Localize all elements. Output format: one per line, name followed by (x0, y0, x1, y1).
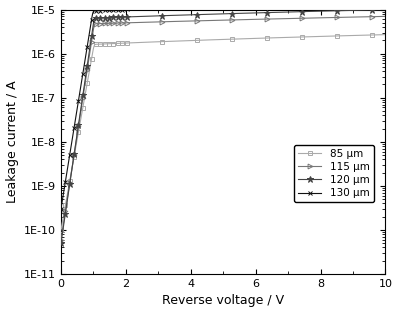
85 μm (296, 35, 300, 39)
120 μm (60, 230, 65, 234)
120 μm (79, 105, 84, 108)
130 μm (70, 136, 75, 140)
85 μm (59, 228, 63, 232)
120 μm (59, 241, 63, 245)
115 μm (357, 15, 362, 19)
Y-axis label: Leakage current / A: Leakage current / A (6, 80, 19, 203)
130 μm (357, 0, 362, 3)
85 μm (96, 42, 100, 46)
Line: 115 μm: 115 μm (59, 14, 388, 242)
115 μm (383, 14, 388, 18)
85 μm (79, 115, 84, 119)
120 μm (70, 164, 75, 167)
115 μm (79, 107, 84, 111)
85 μm (70, 164, 75, 168)
85 μm (357, 33, 362, 37)
130 μm (296, 1, 300, 4)
X-axis label: Reverse voltage / V: Reverse voltage / V (162, 295, 284, 307)
115 μm (70, 163, 75, 167)
120 μm (383, 8, 388, 12)
120 μm (357, 8, 362, 12)
115 μm (296, 17, 300, 20)
85 μm (383, 33, 388, 37)
120 μm (96, 16, 100, 20)
85 μm (60, 219, 65, 223)
115 μm (96, 22, 100, 26)
Legend: 85 μm, 115 μm, 120 μm, 130 μm: 85 μm, 115 μm, 120 μm, 130 μm (294, 145, 374, 203)
Line: 120 μm: 120 μm (58, 7, 388, 246)
130 μm (96, 9, 100, 13)
120 μm (296, 10, 300, 14)
130 μm (60, 197, 65, 201)
Line: 85 μm: 85 μm (59, 32, 388, 232)
130 μm (383, 0, 388, 2)
130 μm (79, 82, 84, 86)
Line: 130 μm: 130 μm (59, 0, 388, 211)
115 μm (59, 238, 63, 242)
115 μm (60, 227, 65, 231)
130 μm (59, 207, 63, 211)
